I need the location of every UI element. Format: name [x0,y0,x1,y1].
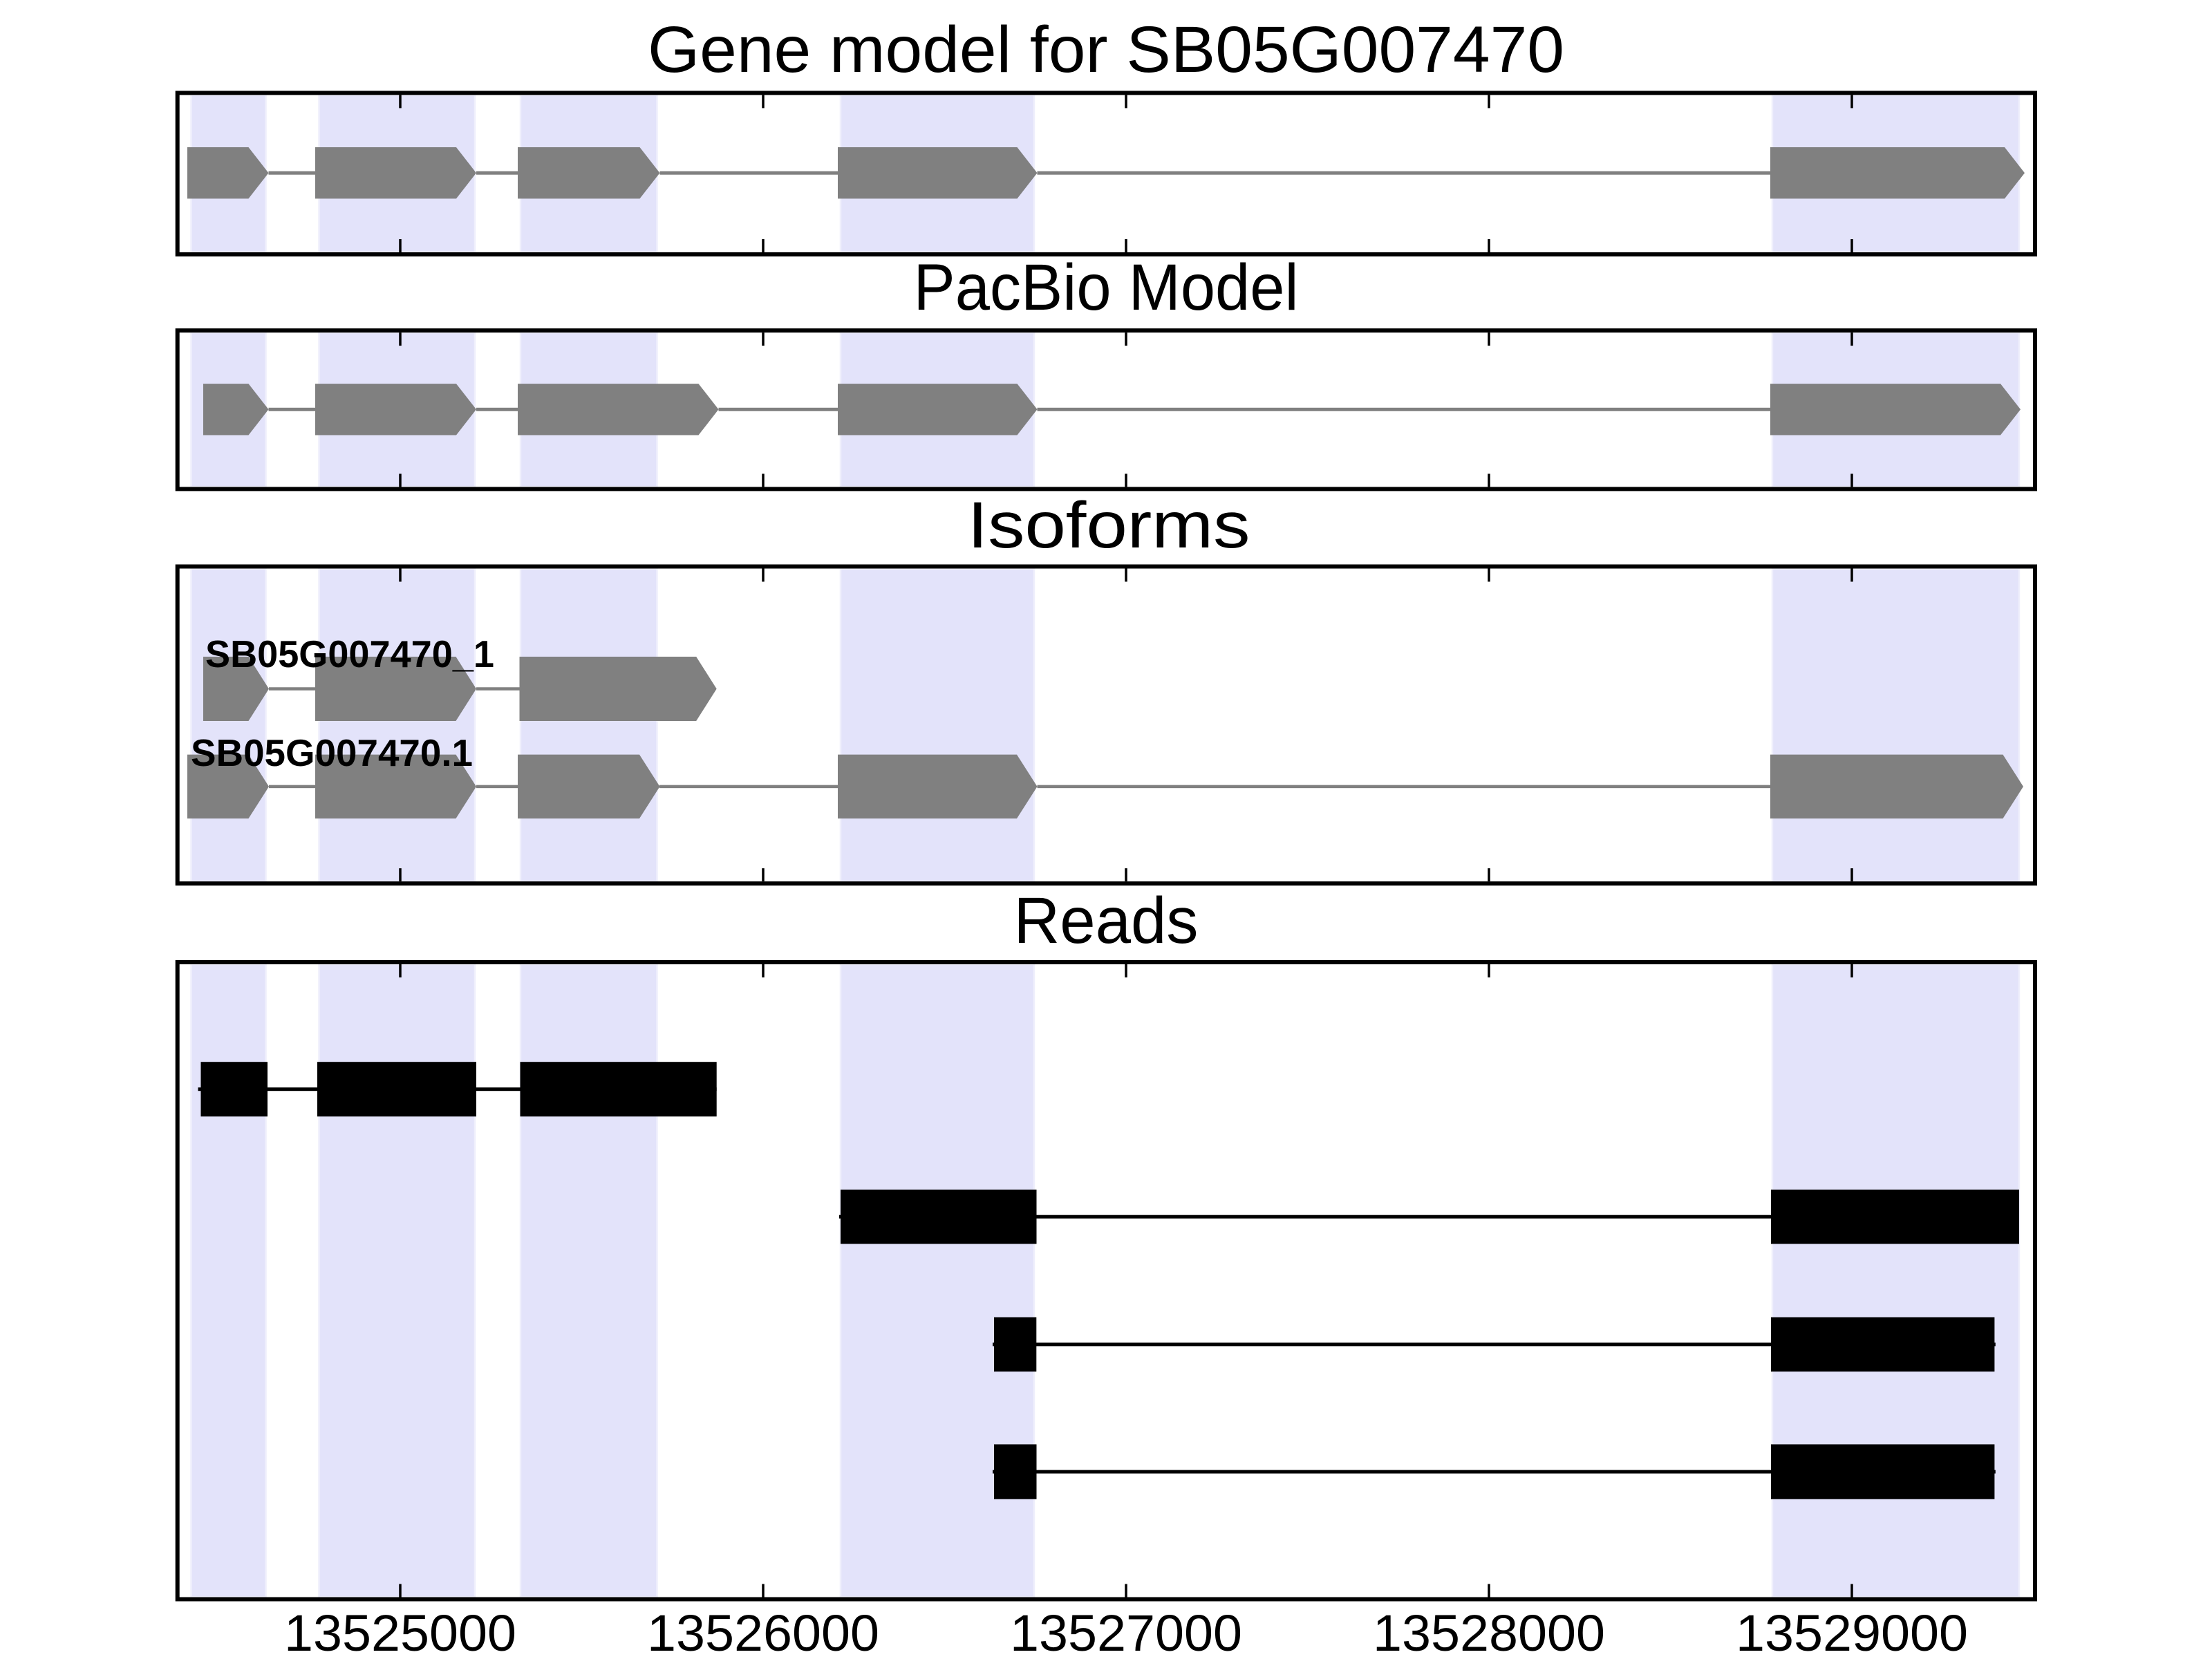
svg-text:13527000: 13527000 [1010,1604,1242,1659]
svg-text:SB05G007470.1: SB05G007470.1 [191,731,473,774]
svg-text:SB05G007470_1: SB05G007470_1 [205,632,494,675]
svg-text:Isoforms: Isoforms [968,489,1250,562]
svg-text:13528000: 13528000 [1373,1604,1605,1659]
svg-text:13529000: 13529000 [1736,1604,1968,1659]
svg-text:Gene model for SB05G007470: Gene model for SB05G007470 [648,13,1564,86]
svg-text:13526000: 13526000 [647,1604,879,1659]
svg-text:PacBio Model: PacBio Model [914,251,1299,324]
svg-text:Reads: Reads [1014,884,1199,957]
svg-text:13525000: 13525000 [284,1604,516,1659]
